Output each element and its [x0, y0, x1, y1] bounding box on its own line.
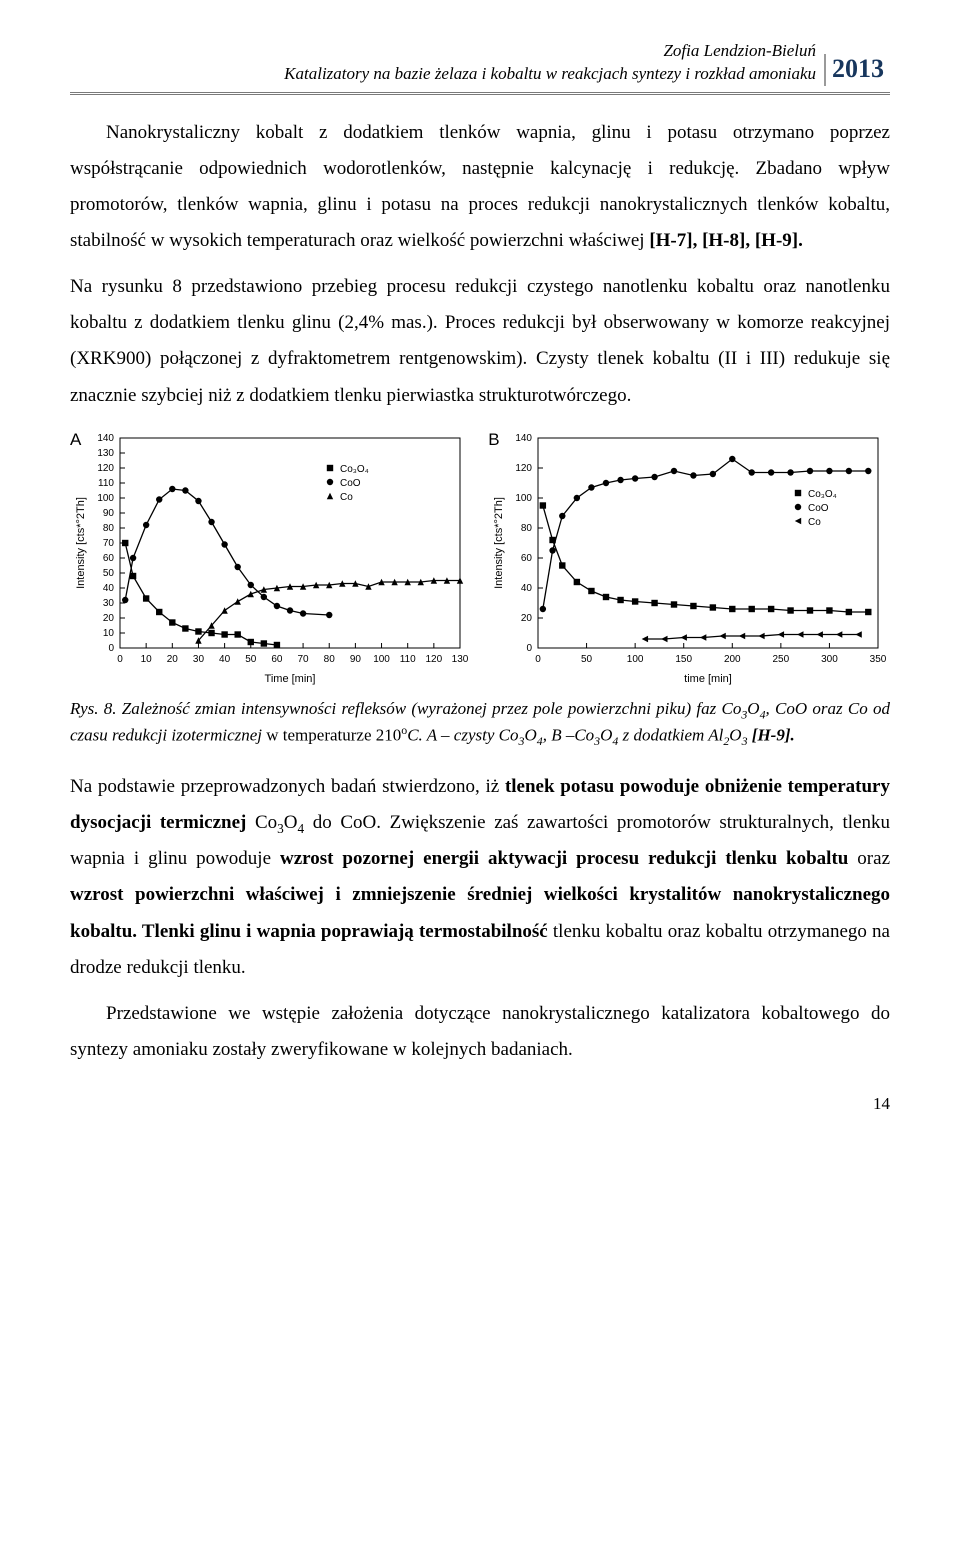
svg-text:30: 30 [103, 598, 115, 609]
page-number: 14 [70, 1094, 890, 1114]
caption-lead: Rys. 8. Zależność zmian intensywności re… [70, 699, 741, 718]
svg-text:10: 10 [141, 654, 153, 665]
svg-text:60: 60 [521, 553, 533, 564]
svg-text:CoO: CoO [340, 478, 361, 489]
svg-text:Co₃O₄: Co₃O₄ [340, 464, 369, 475]
svg-text:140: 140 [516, 433, 533, 444]
para1-refs: [H-7], [H-8], [H-9]. [649, 230, 803, 251]
svg-text:20: 20 [167, 654, 179, 665]
svg-text:20: 20 [103, 613, 115, 624]
header-left: Zofia Lendzion-Bieluń Katalizatory na ba… [70, 40, 824, 86]
svg-text:0: 0 [117, 654, 123, 665]
svg-text:40: 40 [219, 654, 231, 665]
svg-text:130: 130 [452, 654, 469, 665]
svg-text:0: 0 [108, 643, 114, 654]
svg-text:350: 350 [870, 654, 887, 665]
paragraph-4: Przedstawione we wstępie założenia dotyc… [70, 996, 890, 1068]
svg-text:90: 90 [350, 654, 362, 665]
svg-text:30: 30 [193, 654, 205, 665]
svg-text:Intensity [cts*°2Th]: Intensity [cts*°2Th] [75, 497, 87, 589]
svg-text:110: 110 [400, 654, 416, 665]
svg-text:150: 150 [676, 654, 693, 665]
year-badge: 2013 [824, 54, 890, 86]
svg-text:100: 100 [373, 654, 390, 665]
svg-text:140: 140 [97, 433, 114, 444]
svg-text:Co: Co [808, 517, 821, 528]
panel-a-label: A [70, 430, 81, 450]
svg-text:80: 80 [521, 523, 533, 534]
svg-text:50: 50 [245, 654, 257, 665]
svg-text:0: 0 [535, 654, 541, 665]
svg-text:200: 200 [724, 654, 741, 665]
svg-text:50: 50 [103, 568, 115, 579]
svg-text:120: 120 [97, 463, 114, 474]
svg-text:50: 50 [581, 654, 593, 665]
svg-text:Co₃O₄: Co₃O₄ [808, 489, 837, 500]
svg-text:60: 60 [271, 654, 283, 665]
paragraph-1: Nanokrystaliczny kobalt z dodatkiem tlen… [70, 115, 890, 259]
paragraph-3: Na podstawie przeprowadzonych badań stwi… [70, 769, 890, 986]
svg-text:60: 60 [103, 553, 115, 564]
svg-text:20: 20 [521, 613, 533, 624]
svg-text:40: 40 [103, 583, 115, 594]
svg-text:300: 300 [821, 654, 838, 665]
svg-text:90: 90 [103, 508, 115, 519]
svg-text:110: 110 [98, 478, 114, 489]
svg-text:100: 100 [627, 654, 644, 665]
figure-row: A 0 10 20 30 40 50 60 70 80 90 100 110 120 130 0 10 20 30… [70, 428, 890, 688]
panel-b: B 0 50 100 150 200 250 300 350 0 20 40 60 80 100 120 14… [488, 428, 890, 688]
chart-b: 0 50 100 150 200 250 300 350 0 20 40 60 80 100 120 140 t… [488, 428, 888, 688]
panel-b-label: B [488, 430, 499, 450]
panel-a: A 0 10 20 30 40 50 60 70 80 90 100 110 120 130 0 10 20 30… [70, 428, 472, 688]
svg-text:CoO: CoO [808, 503, 829, 514]
svg-text:130: 130 [97, 448, 114, 459]
svg-text:80: 80 [103, 523, 115, 534]
paper-title: Katalizatory na bazie żelaza i kobaltu w… [70, 63, 816, 86]
svg-text:250: 250 [773, 654, 790, 665]
caption-ref: [H-9]. [752, 726, 795, 745]
svg-text:0: 0 [527, 643, 533, 654]
svg-text:40: 40 [521, 583, 533, 594]
svg-text:Intensity [cts*°2Th]: Intensity [cts*°2Th] [493, 497, 505, 589]
author-name: Zofia Lendzion-Bieluń [70, 40, 816, 63]
svg-text:100: 100 [516, 493, 533, 504]
chart-a: 0 10 20 30 40 50 60 70 80 90 100 110 120 130 0 10 20 30 40… [70, 428, 470, 688]
svg-text:Time [min]: Time [min] [265, 673, 316, 685]
page-header: Zofia Lendzion-Bieluń Katalizatory na ba… [70, 40, 890, 95]
figure-caption: Rys. 8. Zależność zmian intensywności re… [70, 698, 890, 750]
svg-text:120: 120 [516, 463, 533, 474]
paragraph-2: Na rysunku 8 przedstawiono przebieg proc… [70, 269, 890, 413]
svg-text:10: 10 [103, 628, 115, 639]
svg-text:Co: Co [340, 492, 353, 503]
svg-text:time [min]: time [min] [684, 673, 732, 685]
svg-text:100: 100 [97, 493, 114, 504]
svg-text:80: 80 [324, 654, 336, 665]
svg-text:120: 120 [426, 654, 443, 665]
svg-text:70: 70 [298, 654, 310, 665]
svg-text:70: 70 [103, 538, 115, 549]
